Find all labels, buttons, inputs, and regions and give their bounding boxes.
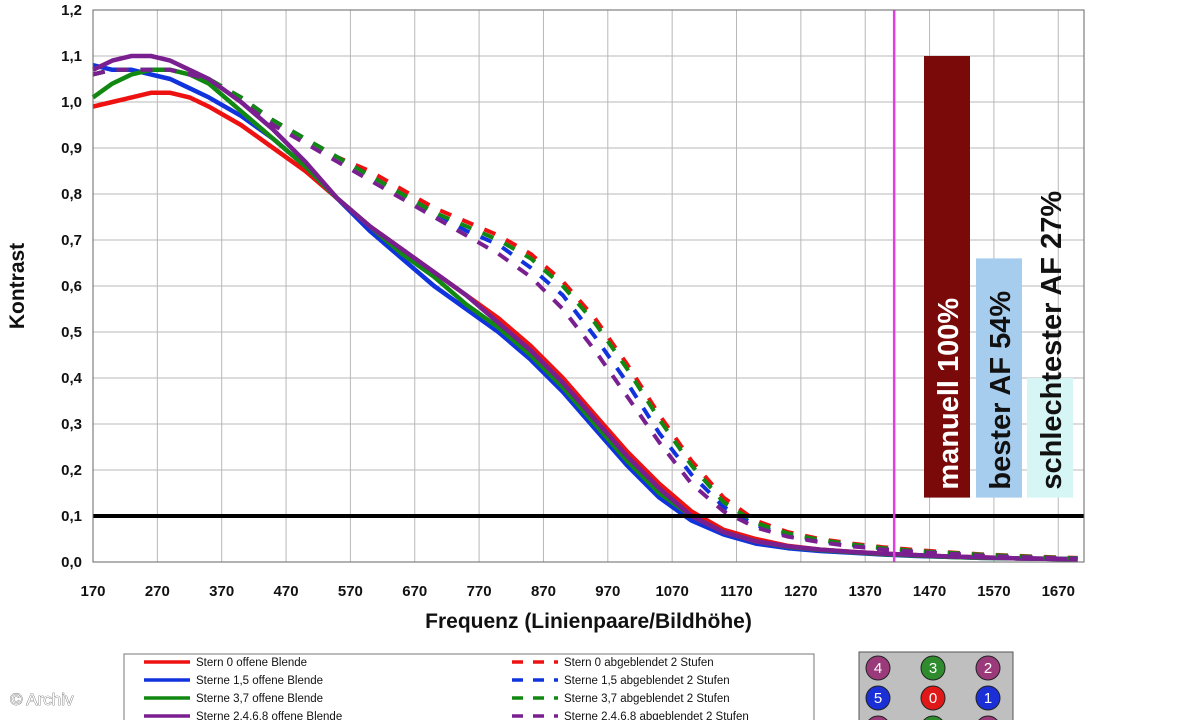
legend-item-1: Sterne 1,5 offene Blende xyxy=(196,675,323,687)
y-tick-label: 0,8 xyxy=(61,186,82,203)
y-tick-label: 1,1 xyxy=(61,48,82,65)
series-line-7 xyxy=(92,67,1078,561)
bar-label-0: manuell 100% xyxy=(933,298,965,490)
star-cell-label-5: 1 xyxy=(984,690,992,707)
star-cell-2 xyxy=(975,655,1001,681)
legend-item-6: Sterne 3,7 abgeblendet 2 Stufen xyxy=(564,693,730,705)
legend-box xyxy=(123,653,815,720)
legend-item-3: Sterne 2,4,6,8 offene Blende xyxy=(196,711,342,720)
bar-1 xyxy=(976,258,1022,498)
star-cell-label-1: 3 xyxy=(929,660,937,677)
copyright-text: © Archiv xyxy=(10,690,74,709)
x-tick-label: 1670 xyxy=(1042,583,1075,600)
legend-item-0: Stern 0 offene Blende xyxy=(196,657,307,669)
x-tick-label: 1570 xyxy=(977,583,1010,600)
x-axis-label: Frequenz (Linienpaare/Bildhöhe) xyxy=(425,610,752,633)
y-tick-label: 0,4 xyxy=(61,370,83,387)
x-tick-label: 570 xyxy=(338,583,363,600)
x-tick-label: 970 xyxy=(595,583,620,600)
y-tick-label: 0,3 xyxy=(61,416,82,433)
legend-item-7: Sterne 2,4,6,8 abgeblendet 2 Stufen xyxy=(564,711,749,720)
y-tick-label: 0,0 xyxy=(61,554,82,571)
star-cell-label-0: 4 xyxy=(874,660,882,677)
x-tick-label: 1470 xyxy=(913,583,946,600)
star-cell-7 xyxy=(923,715,943,720)
bar-label-2: schlechtester AF 27% xyxy=(1036,191,1068,490)
x-tick-labels: 170 270 370 470 570 670 770 870 970 1070 1170 1270 1… xyxy=(80,583,1074,600)
star-cell-8 xyxy=(978,715,998,720)
y-tick-label: 1,2 xyxy=(61,2,82,19)
x-tick-label: 1170 xyxy=(720,583,753,600)
star-cell-6 xyxy=(868,715,888,720)
bar-group: manuell 100% bester AF 54% schlechtester A… xyxy=(924,56,1073,498)
x-tick-label: 1270 xyxy=(784,583,817,600)
x-tick-label: 370 xyxy=(209,583,234,600)
y-tick-label: 0,7 xyxy=(61,232,82,249)
x-tick-label: 670 xyxy=(402,583,427,600)
star-cell-3 xyxy=(865,685,891,711)
star-cell-5 xyxy=(975,685,1001,711)
star-cell-4 xyxy=(920,685,946,711)
plot-frame xyxy=(92,9,1085,563)
x-tick-label: 170 xyxy=(80,583,105,600)
legend: Stern 0 offene Blende Sterne 1,5 offene B… xyxy=(123,653,815,720)
bar-2 xyxy=(1027,378,1073,498)
reference-lines xyxy=(93,10,1084,562)
legend-item-5: Sterne 1,5 abgeblendet 2 Stufen xyxy=(564,675,730,687)
x-tick-label: 770 xyxy=(467,583,492,600)
y-tick-label: 0,9 xyxy=(61,140,82,157)
y-tick-labels: 0,0 0,1 0,2 0,3 0,4 0,5 0,6 0,7 0,8 0,9 1,0 1,1 1,2 xyxy=(61,2,83,571)
star-cell-label-3: 5 xyxy=(874,690,882,707)
bar-0 xyxy=(924,56,970,498)
x-tick-label: 870 xyxy=(531,583,556,600)
star-grid: 432501678 xyxy=(858,651,1014,720)
series-line-3 xyxy=(92,53,1078,562)
x-tick-label: 1070 xyxy=(655,583,688,600)
y-axis-label: Kontrast xyxy=(6,243,29,329)
series-lines xyxy=(91,53,1078,562)
y-tick-label: 1,0 xyxy=(61,94,82,111)
legend-item-2: Sterne 3,7 offene Blende xyxy=(196,693,323,705)
bar-label-1: bester AF 54% xyxy=(985,291,1017,490)
y-tick-label: 0,5 xyxy=(61,324,82,341)
x-tick-label: 470 xyxy=(274,583,299,600)
legend-item-4: Stern 0 abgeblendet 2 Stufen xyxy=(564,657,714,669)
star-cell-label-2: 2 xyxy=(984,660,992,677)
x-tick-label: 1370 xyxy=(849,583,882,600)
y-tick-label: 0,6 xyxy=(61,278,82,295)
y-tick-label: 0,1 xyxy=(61,508,82,525)
star-cell-1 xyxy=(920,655,946,681)
star-cell-0 xyxy=(865,655,891,681)
x-tick-label: 270 xyxy=(145,583,170,600)
y-tick-label: 0,2 xyxy=(61,462,82,479)
star-cell-label-4: 0 xyxy=(929,690,937,707)
